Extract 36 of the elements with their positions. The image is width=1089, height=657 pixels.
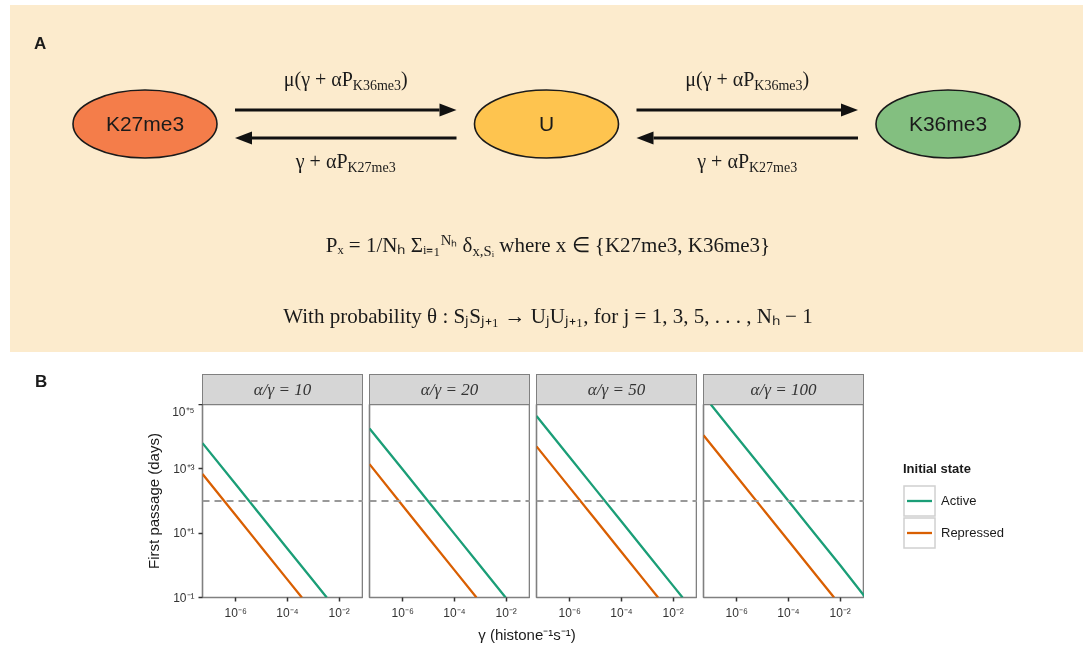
y-axis-title: First passage (days) <box>145 433 163 569</box>
y-tick-label: 10⁺¹ <box>173 526 195 541</box>
chart-title: α/γ = 100 <box>750 380 817 399</box>
category-label: K27me3 <box>105 112 185 135</box>
chart-title: α/γ = 50 <box>587 380 646 399</box>
text: μ(γ + αP$_{K36me3}$) <box>283 68 408 94</box>
text: With probability θ : SⱼSⱼ₊₁ → UⱼUⱼ₊₁, for j = 1, 3, 5, . . . , Nₕ − 1 <box>283 304 813 328</box>
x-tick-label: 10⁻⁶ <box>725 605 748 620</box>
x-tick-label: 10⁻² <box>829 605 851 620</box>
x-tick-label: 10⁻⁶ <box>391 605 414 620</box>
chart-title: α/γ = 20 <box>420 380 479 399</box>
chart-title: α/γ = 10 <box>253 380 312 399</box>
category-label: K36me3 <box>908 112 988 135</box>
y-tick-label: 10⁻¹ <box>173 590 195 605</box>
x-tick-label: 10⁻² <box>495 605 517 620</box>
y-tick-label: 10⁺³ <box>173 461 195 476</box>
x-tick-label: 10⁻⁴ <box>610 605 633 620</box>
legend-label: Repressed <box>941 524 1004 540</box>
x-tick-label: 10⁻² <box>328 605 350 620</box>
text: A <box>34 34 47 53</box>
x-axis-title: γ (histone⁻¹s⁻¹) <box>478 626 576 643</box>
legend-label: Active <box>941 492 977 508</box>
text: μ(γ + αP$_{K36me3}$) <box>685 68 810 94</box>
legend-title: Initial state <box>903 460 971 476</box>
text: γ + αP$_{K27me3}$ <box>697 150 798 176</box>
y-tick-label: 10⁺⁵ <box>172 404 195 419</box>
x-tick-label: 10⁻⁴ <box>443 605 466 620</box>
category-label: U <box>538 112 555 135</box>
text: B <box>35 372 48 391</box>
x-tick-label: 10⁻² <box>662 605 684 620</box>
text: γ + αP$_{K27me3}$ <box>295 150 396 176</box>
x-tick-label: 10⁻⁶ <box>558 605 581 620</box>
x-tick-label: 10⁻⁴ <box>777 605 800 620</box>
x-tick-label: 10⁻⁴ <box>276 605 299 620</box>
x-tick-label: 10⁻⁶ <box>224 605 247 620</box>
text: Pₓ = 1/Nₕ Σᵢ₌₁$^{Nₕ}$ δ$_{x,Sᵢ}$ where x ∈ {K27me3, K36me3} <box>325 232 771 260</box>
